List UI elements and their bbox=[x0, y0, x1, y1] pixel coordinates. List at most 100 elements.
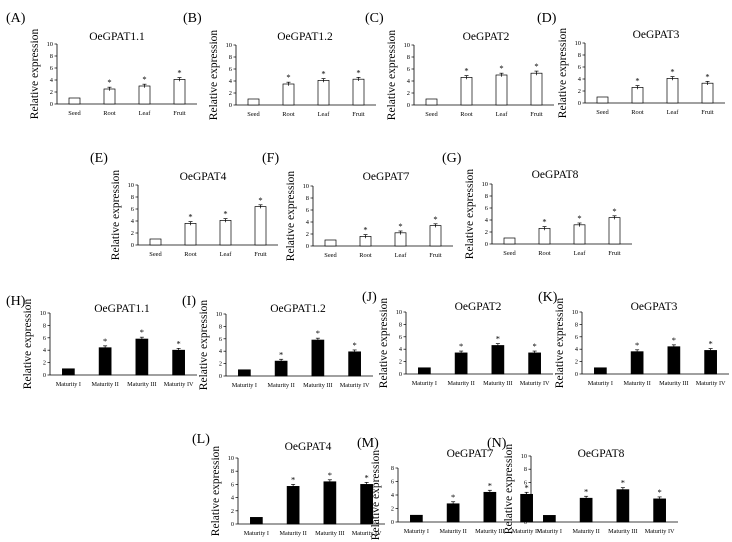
panel-b-xtick-label-2: Root bbox=[282, 111, 295, 118]
panel-n-ylabel: Relative expression bbox=[503, 444, 515, 535]
panel-a-xtick-label-2: Root bbox=[103, 110, 116, 117]
panel-b-title: OeGPAT1.2 bbox=[277, 31, 333, 43]
panel-c-xtick-label-3: Leaf bbox=[496, 111, 509, 118]
panel-e-xtick-label-3: Leaf bbox=[220, 251, 233, 258]
panel-l-bar-2 bbox=[286, 486, 300, 525]
panel-l-star-4: * bbox=[365, 472, 369, 482]
panel-d-tag: (D) bbox=[537, 11, 557, 26]
panel-a-xtick-label-3: Leaf bbox=[139, 110, 152, 117]
panel-k-ytick-label-4: 4 bbox=[575, 346, 578, 353]
panel-a-ytick-label-6: 6 bbox=[50, 65, 53, 72]
panel-a-bar-1 bbox=[68, 97, 81, 105]
panel-g-title: OeGPAT8 bbox=[532, 169, 579, 181]
panel-f-ylabel: Relative expression bbox=[285, 171, 297, 262]
panel-e-bar-1 bbox=[149, 238, 162, 246]
panel-k-bar-4 bbox=[704, 350, 717, 375]
panel-a-tag: (A) bbox=[6, 11, 26, 26]
panel-f-star-3: * bbox=[398, 221, 402, 231]
panel-e-star-4: * bbox=[258, 195, 262, 205]
panel-n-title: OeGPAT8 bbox=[578, 448, 625, 460]
panel-n-ytick-label-2: 2 bbox=[524, 506, 527, 513]
panel-c-ytick-label-2: 2 bbox=[407, 90, 410, 97]
panel-j-star-3: * bbox=[496, 334, 500, 344]
panel-b-tag: (B) bbox=[183, 11, 202, 26]
panel-f-ytick-label-4: 4 bbox=[306, 219, 310, 226]
panel-e-bar-2 bbox=[184, 223, 197, 246]
panel-g-xtick-label-1: Seed bbox=[503, 250, 516, 257]
panel-k-star-2: * bbox=[635, 340, 639, 350]
panel-c-bar-2 bbox=[460, 77, 473, 106]
panel-b-ytick-label-6: 6 bbox=[229, 66, 232, 73]
panel-g-bar-3 bbox=[573, 224, 586, 245]
panel-k-bar-1 bbox=[594, 367, 607, 375]
panel-j-bar-4 bbox=[528, 352, 541, 375]
panel-d-star-4: * bbox=[705, 71, 709, 81]
panel-e-ytick-label-6: 6 bbox=[131, 206, 134, 213]
panel-n-star-4: * bbox=[658, 487, 662, 497]
panel-i-xtick-label-1: Maturity I bbox=[232, 382, 257, 389]
panel-a-bar-4 bbox=[173, 79, 186, 105]
panel-b-xtick-label-1: Seed bbox=[247, 111, 260, 118]
panel-g-ytick-label-6: 6 bbox=[485, 205, 488, 212]
panel-h-xtick-label-4: Maturity IV bbox=[164, 381, 194, 388]
panel-j-star-2: * bbox=[459, 341, 463, 351]
panel-l-xtick-label-3: Maturity III bbox=[315, 530, 344, 537]
panel-e-bar-4 bbox=[254, 206, 267, 246]
panel-a-ytick-label-10: 10 bbox=[47, 41, 53, 48]
panel-h-bar-3 bbox=[135, 338, 149, 376]
panel-m-xtick-label-2: Maturity II bbox=[439, 528, 466, 535]
panel-b-star-4: * bbox=[356, 67, 360, 77]
panel-k-ytick-label-10: 10 bbox=[572, 309, 578, 316]
panel-h-xtick-label-1: Maturity I bbox=[56, 381, 81, 388]
panel-j-ytick-label-10: 10 bbox=[396, 309, 402, 316]
panel-b-bar-3 bbox=[317, 80, 330, 106]
panel-f-bar-1 bbox=[324, 239, 337, 247]
panel-g-bar-4 bbox=[608, 217, 621, 245]
panel-k-title: OeGPAT3 bbox=[631, 301, 678, 313]
panel-b-bar-2 bbox=[282, 83, 295, 106]
panel-m-xtick-label-4: Maturity IV bbox=[512, 528, 542, 535]
panel-i-tag: (I) bbox=[182, 294, 196, 309]
panel-a-xtick-label-1: Seed bbox=[68, 110, 81, 117]
panel-c-bar-1 bbox=[425, 98, 438, 106]
panel-b-ytick-label-8: 8 bbox=[229, 54, 232, 61]
panel-g-ytick-label-2: 2 bbox=[485, 229, 488, 236]
panel-d-bar-2 bbox=[631, 87, 644, 104]
panel-e-star-2: * bbox=[188, 212, 192, 222]
panel-m-bar-1 bbox=[410, 514, 423, 523]
panel-c-title: OeGPAT2 bbox=[463, 31, 510, 43]
panel-b-bar-1 bbox=[247, 98, 260, 106]
panel-h-star-2: * bbox=[103, 336, 107, 346]
panel-a-title: OeGPAT1.1 bbox=[89, 31, 145, 43]
panel-g-bar-1 bbox=[503, 237, 516, 245]
panel-h-ytick-label-2: 2 bbox=[43, 360, 46, 367]
panel-c-xtick-label-2: Root bbox=[460, 111, 473, 118]
panel-n-tag: (N) bbox=[487, 436, 507, 451]
panel-k-bar-2 bbox=[630, 351, 644, 375]
panel-m-star-3: * bbox=[488, 480, 492, 490]
panel-m-ytick-label-4: 4 bbox=[391, 492, 394, 499]
panel-n-xtick-label-1: Maturity I bbox=[537, 528, 562, 535]
panel-m-ytick-label-6: 6 bbox=[391, 479, 394, 486]
panel-d-ytick-label-8: 8 bbox=[578, 52, 581, 59]
panel-l-ytick-label-6: 6 bbox=[231, 481, 234, 488]
panel-i-ytick-label-2: 2 bbox=[219, 361, 222, 368]
panel-j-title: OeGPAT2 bbox=[455, 301, 502, 313]
panel-l-ytick-label-10: 10 bbox=[228, 455, 234, 462]
panel-d-ytick-label-2: 2 bbox=[578, 88, 581, 95]
panel-h-bar-4 bbox=[172, 349, 185, 376]
panel-b-ytick-label-0: 0 bbox=[229, 102, 232, 109]
panel-n-bar-2 bbox=[579, 497, 593, 523]
panel-c-ytick-label-4: 4 bbox=[407, 78, 411, 85]
panel-k-tag: (K) bbox=[538, 290, 558, 305]
panel-c-star-3: * bbox=[499, 63, 503, 73]
panel-l-star-3: * bbox=[328, 470, 332, 480]
panel-j-bar-3 bbox=[491, 345, 505, 375]
panel-n-xtick-label-2: Maturity II bbox=[572, 528, 599, 535]
panel-j-ytick-label-8: 8 bbox=[399, 321, 402, 328]
panel-g-ytick-label-10: 10 bbox=[482, 181, 488, 188]
panel-j-ytick-label-2: 2 bbox=[399, 359, 402, 366]
panel-k-xtick-label-3: Maturity III bbox=[659, 380, 688, 387]
panel-j-xtick-label-2: Maturity II bbox=[447, 380, 474, 387]
panel-g-ytick-label-4: 4 bbox=[485, 217, 489, 224]
